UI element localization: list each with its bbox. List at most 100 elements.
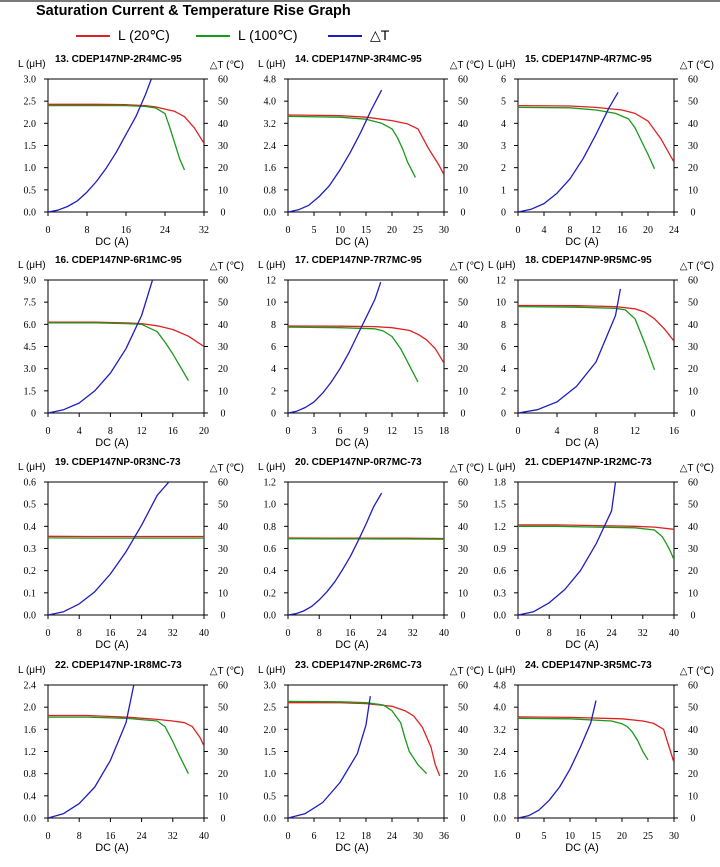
- x-tick-label: 4: [77, 426, 82, 437]
- x-tick-label: 30: [669, 831, 679, 842]
- y-tick-label-right: 30: [688, 747, 698, 758]
- legend-label-l100: L (100℃): [238, 27, 298, 43]
- x-axis-title: DC (A): [335, 639, 369, 651]
- chart-title: 21. CDEP147NP-1R2MC-73: [525, 457, 652, 468]
- y-tick-label-left: 1.0: [24, 163, 37, 174]
- chart-title: 19. CDEP147NP-0R3NC-73: [55, 457, 181, 468]
- y-tick-label-left: 2.4: [494, 747, 507, 758]
- x-tick-label: 12: [387, 426, 397, 437]
- x-tick-label: 0: [46, 426, 51, 437]
- y-tick-label-left: 2: [501, 163, 506, 174]
- x-tick-label: 32: [199, 225, 209, 236]
- series-line-l20: [48, 321, 204, 348]
- chart-title: 17. CDEP147NP-7R7MC-95: [295, 255, 422, 266]
- x-tick-label: 18: [439, 426, 449, 437]
- y-axis-title-right: △T (℃): [680, 463, 714, 474]
- y-tick-label-left: 6: [501, 342, 506, 353]
- y-tick-label-left: 3.0: [24, 75, 37, 86]
- series-line-dt: [518, 91, 619, 212]
- y-tick-label-right: 0: [461, 208, 466, 219]
- y-tick-label-right: 50: [458, 703, 468, 714]
- y-tick-label-right: 40: [688, 725, 698, 736]
- y-tick-label-right: 10: [458, 386, 468, 397]
- chart-panel-4: L (μH) 16. CDEP147NP-6R1MC-95 △T (℃) 0 1.5 3.…: [18, 255, 244, 449]
- y-tick-label-left: 0.3: [24, 544, 37, 555]
- legend-swatch-l20: [76, 35, 110, 37]
- y-tick-label-left: 0.0: [24, 611, 37, 622]
- plot-frame: [517, 481, 675, 616]
- x-tick-label: 40: [439, 628, 449, 639]
- y-tick-label-left: 8: [271, 320, 276, 331]
- legend-label-dt: △T: [370, 27, 390, 43]
- x-axis-title: DC (A): [95, 639, 129, 651]
- chart-panel-3: L (μH) 15. CDEP147NP-4R7MC-95△T (℃)012345…: [488, 54, 714, 248]
- y-axis-title-right: △T (℃): [210, 261, 244, 272]
- y-tick-label-right: 50: [218, 298, 228, 309]
- top-border-line: [0, 0, 720, 2]
- series-group: [518, 91, 674, 212]
- y-tick-label-right: 40: [218, 119, 228, 130]
- series-group: [48, 280, 204, 413]
- y-tick-label-right: 0: [691, 814, 696, 825]
- y-axis-title-left: L (μH): [488, 59, 516, 70]
- series-line-l100: [518, 305, 656, 371]
- y-tick-label-right: 60: [458, 478, 468, 489]
- x-axis-title: DC (A): [335, 842, 369, 854]
- y-tick-label-left: 0.1: [24, 588, 37, 599]
- x-tick-label: 0: [286, 225, 291, 236]
- legend-swatch-l100: [196, 35, 230, 37]
- x-tick-label: 0: [286, 426, 291, 437]
- y-tick-label-right: 20: [218, 163, 228, 174]
- series-line-l100: [518, 106, 656, 170]
- x-axis-title: DC (A): [565, 842, 599, 854]
- x-tick-label: 24: [137, 628, 147, 639]
- page-title: Saturation Current & Temperature Rise Gr…: [36, 3, 351, 19]
- chart-title: 14. CDEP147NP-3R4MC-95: [295, 54, 422, 65]
- y-tick-label-right: 40: [458, 119, 468, 130]
- y-axis-title-right: △T (℃): [450, 60, 484, 71]
- series-line-l100: [288, 700, 428, 775]
- y-tick-label-right: 60: [218, 75, 228, 86]
- y-tick-label-left: 0.9: [494, 544, 507, 555]
- y-tick-label-right: 10: [458, 588, 468, 599]
- chart-panel-2: L (μH) 14. CDEP147NP-3R4MC-95 △T (℃) 0.0 0.8…: [258, 54, 484, 248]
- y-tick-label-left: 0.6: [494, 566, 507, 577]
- x-axis-title: DC (A): [335, 437, 369, 449]
- y-tick-label-left: 1.8: [494, 478, 507, 489]
- y-axis-title-right: △T (℃): [210, 463, 244, 474]
- y-tick-label-right: 10: [458, 791, 468, 802]
- series-line-dt: [518, 288, 622, 413]
- x-tick-label: 40: [669, 628, 679, 639]
- y-tick-label-left: 0.8: [264, 522, 277, 533]
- series-line-dt: [288, 492, 383, 615]
- y-tick-label-right: 50: [688, 97, 698, 108]
- y-tick-label-right: 60: [688, 75, 698, 86]
- y-tick-label-right: 0: [691, 409, 696, 420]
- x-tick-label: 24: [137, 831, 147, 842]
- y-axis-title-left: L (μH): [258, 59, 286, 70]
- y-tick-label-right: 50: [688, 500, 698, 511]
- y-tick-label-right: 20: [218, 769, 228, 780]
- y-tick-label-right: 60: [688, 681, 698, 692]
- series-group: [288, 492, 444, 615]
- y-tick-label-left: 4.8: [264, 75, 277, 86]
- x-tick-label: 32: [168, 628, 178, 639]
- chart-title: 16. CDEP147NP-6R1MC-95: [55, 255, 182, 266]
- x-tick-label: 12: [630, 426, 640, 437]
- y-tick-label-left: 8: [501, 320, 506, 331]
- y-tick-label-right: 50: [218, 703, 228, 714]
- x-tick-label: 6: [312, 831, 317, 842]
- series-group: [288, 89, 444, 212]
- y-tick-label-left: 2.5: [264, 703, 277, 714]
- y-tick-label-right: 20: [218, 566, 228, 577]
- y-tick-label-right: 20: [458, 163, 468, 174]
- y-tick-label-right: 60: [458, 75, 468, 86]
- y-tick-label-left: 4: [271, 364, 276, 375]
- y-tick-label-left: 0: [501, 208, 506, 219]
- y-tick-label-left: 12: [266, 276, 276, 287]
- y-tick-label-right: 40: [688, 119, 698, 130]
- x-tick-label: 32: [408, 628, 418, 639]
- x-tick-label: 4: [555, 426, 560, 437]
- y-tick-label-left: 1: [501, 185, 506, 196]
- y-tick-label-left: 4.0: [494, 703, 507, 714]
